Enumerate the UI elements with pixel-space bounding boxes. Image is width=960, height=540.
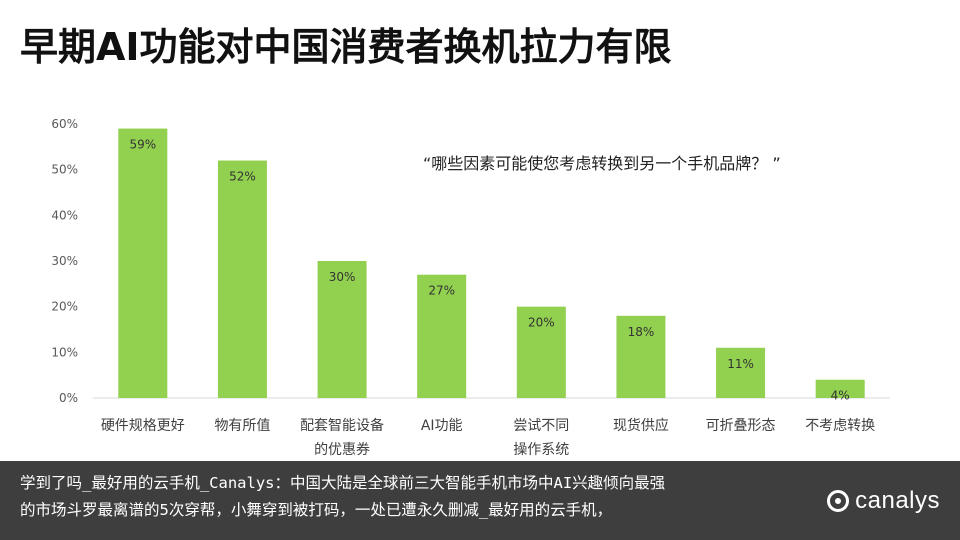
bar bbox=[815, 379, 865, 398]
bar bbox=[217, 160, 267, 398]
data-label: 11% bbox=[727, 357, 754, 371]
x-tick-label: 尝试不同 bbox=[513, 418, 569, 434]
y-tick-label: 30% bbox=[51, 254, 78, 268]
x-tick-label: 硬件规格更好 bbox=[101, 418, 185, 434]
data-label: 4% bbox=[831, 389, 850, 403]
x-tick-label: 可折叠形态 bbox=[706, 418, 776, 434]
data-label: 18% bbox=[628, 325, 655, 339]
data-label: 20% bbox=[528, 316, 555, 330]
x-tick-label: 配套智能设备 bbox=[300, 417, 384, 434]
caption-overlay: 学到了吗_最好用的云手机_Canalys：中国大陆是全球前三大智能手机市场中AI… bbox=[0, 461, 960, 540]
bar bbox=[616, 315, 666, 398]
bar bbox=[118, 128, 168, 399]
survey-question: “哪些因素可能使您考虑转换到另一个手机品牌？ ” bbox=[423, 154, 781, 173]
data-label: 59% bbox=[129, 138, 156, 152]
caption-line-1: 学到了吗_最好用的云手机_Canalys：中国大陆是全球前三大智能手机市场中AI… bbox=[20, 474, 666, 492]
y-tick-label: 20% bbox=[51, 300, 78, 314]
data-label: 30% bbox=[329, 270, 356, 284]
y-tick-label: 50% bbox=[51, 163, 78, 177]
x-tick-label: AI功能 bbox=[421, 418, 463, 434]
y-tick-label: 60% bbox=[51, 117, 78, 131]
data-label: 27% bbox=[428, 284, 455, 298]
logo-icon bbox=[827, 490, 850, 512]
bar bbox=[317, 261, 367, 398]
bar bbox=[716, 347, 766, 398]
y-tick-label: 40% bbox=[51, 208, 78, 222]
x-tick-label: 操作系统 bbox=[513, 442, 569, 458]
data-label: 52% bbox=[229, 170, 256, 184]
x-tick-label: 物有所值 bbox=[214, 418, 270, 434]
y-tick-label: 0% bbox=[59, 391, 78, 405]
x-tick-label: 不考虑转换 bbox=[805, 417, 875, 434]
canalys-logo: canalys bbox=[827, 487, 940, 515]
page-title: 早期AI功能对中国消费者换机拉力有限 bbox=[20, 25, 672, 69]
y-tick-label: 10% bbox=[51, 345, 78, 359]
x-tick-label: 现货供应 bbox=[613, 417, 669, 434]
caption-line-2: 的市场斗罗最离谱的5次穿帮，小舞穿到被打码，一处已遭永久删减_最好用的云手机， bbox=[20, 501, 613, 519]
bar bbox=[516, 306, 566, 398]
x-tick-label: 的优惠券 bbox=[314, 442, 370, 458]
logo-text: canalys bbox=[855, 487, 940, 514]
bar bbox=[417, 274, 467, 398]
